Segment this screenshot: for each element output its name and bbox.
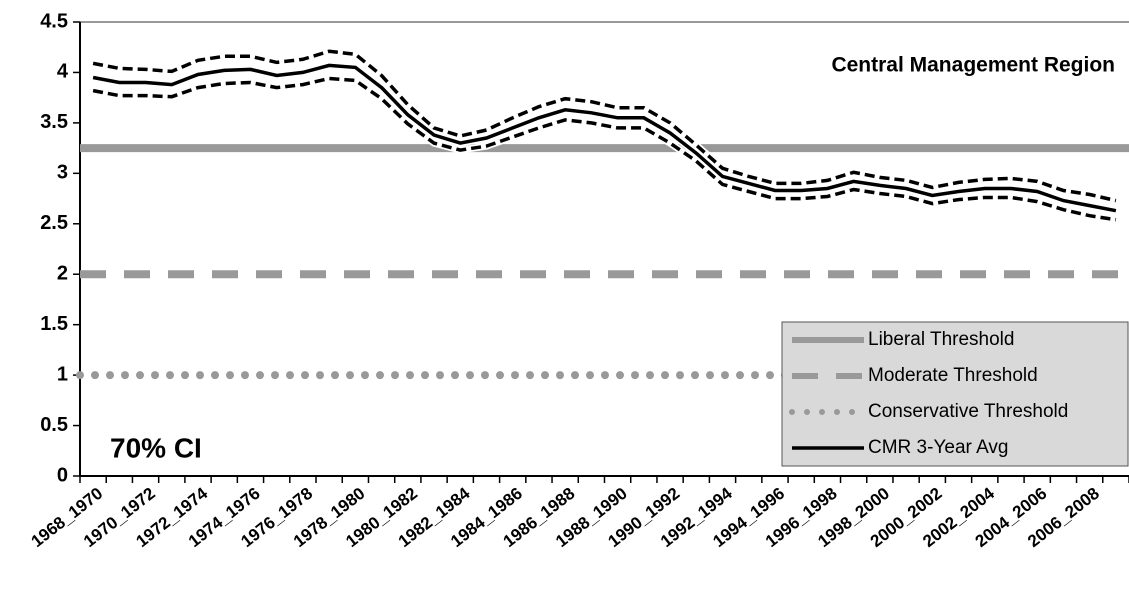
chart-title: Central Management Region bbox=[831, 54, 1115, 77]
legend-label: Conservative Threshold bbox=[868, 401, 1068, 422]
series-line bbox=[92, 49, 1117, 203]
legend-label: Liberal Threshold bbox=[868, 329, 1014, 350]
y-tick-label: 3 bbox=[57, 162, 68, 184]
legend-label: Moderate Threshold bbox=[868, 365, 1038, 386]
y-tick-label: 1.5 bbox=[40, 313, 68, 335]
y-tick-label: 2 bbox=[57, 263, 68, 285]
annotation: 70% CI bbox=[110, 432, 202, 463]
y-tick-label: 4 bbox=[57, 61, 69, 83]
y-tick-label: 0.5 bbox=[40, 414, 68, 436]
legend-box bbox=[781, 321, 1129, 467]
y-tick-label: 2.5 bbox=[40, 212, 68, 234]
series-line bbox=[92, 76, 1117, 222]
legend-label: CMR 3-Year Avg bbox=[868, 437, 1008, 458]
y-tick-label: 1 bbox=[57, 363, 68, 385]
y-tick-label: 3.5 bbox=[40, 111, 68, 133]
y-tick-label: 0 bbox=[57, 464, 68, 486]
plot-layer: 00.511.522.533.544.51968_19701970_197219… bbox=[28, 10, 1129, 551]
y-tick-label: 4.5 bbox=[40, 10, 68, 32]
line-halo bbox=[92, 61, 1117, 215]
series-line bbox=[92, 63, 1117, 213]
